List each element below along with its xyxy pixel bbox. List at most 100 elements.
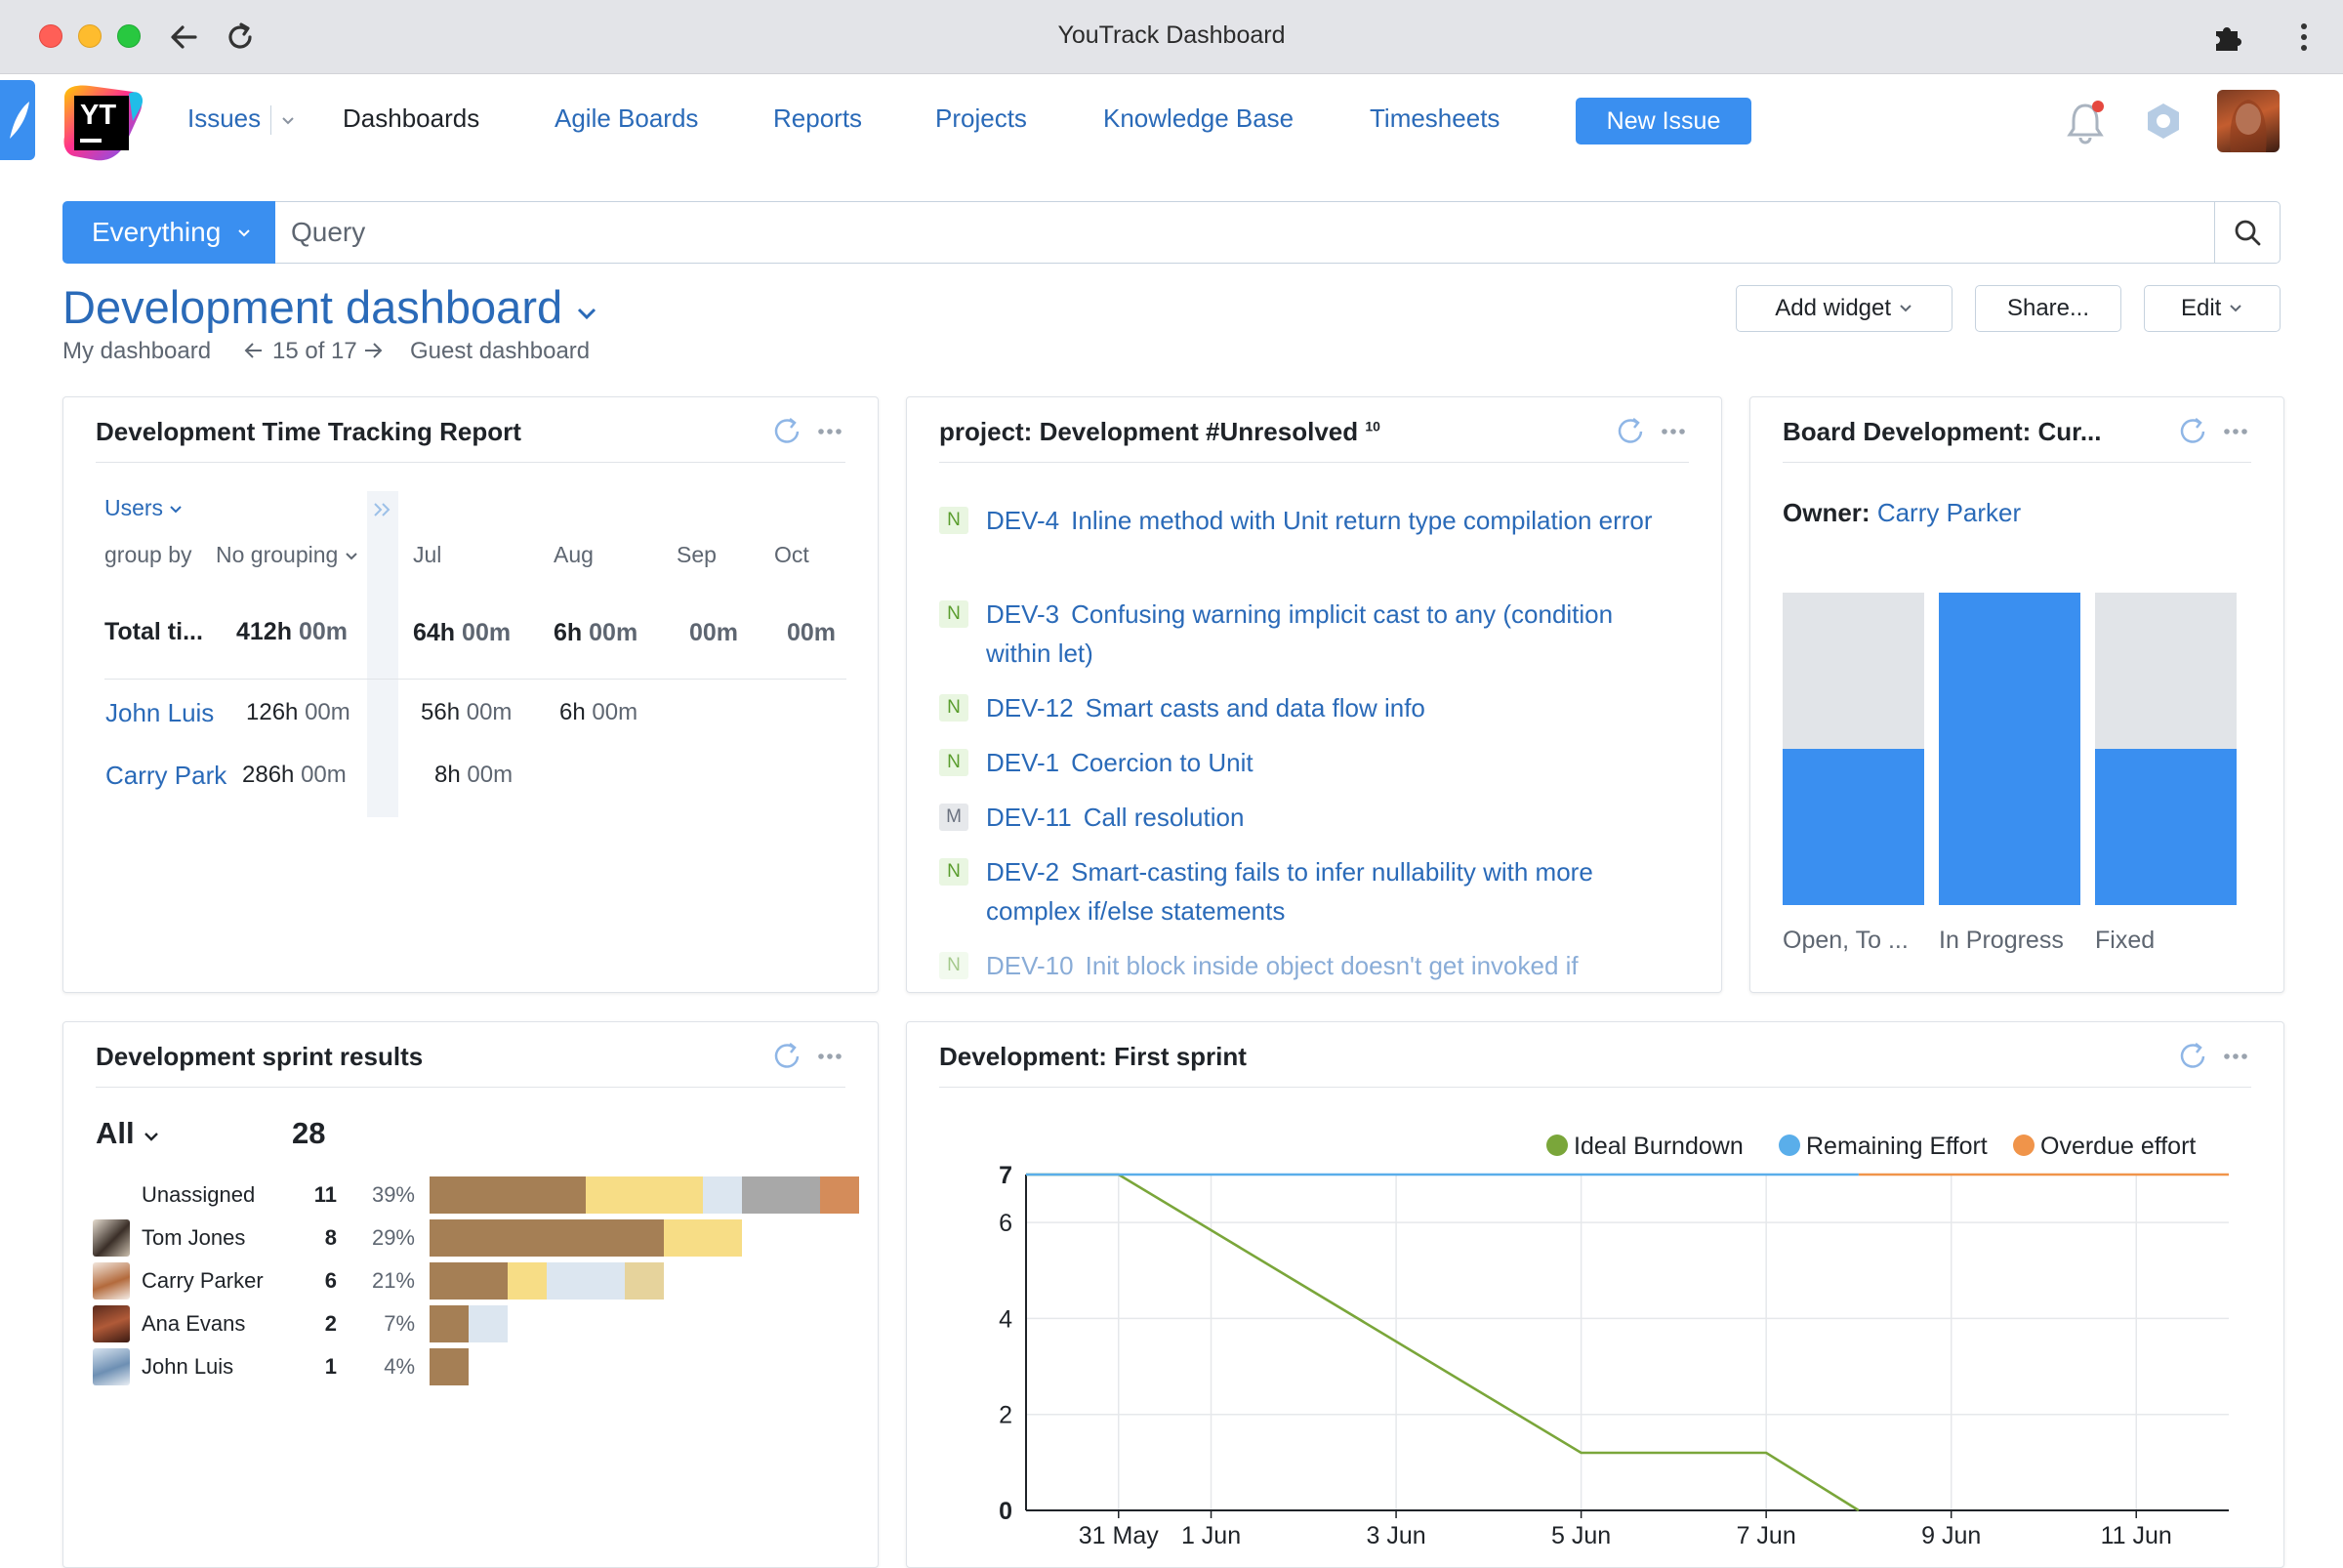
my-dashboard-link[interactable]: My dashboard bbox=[62, 338, 212, 364]
legend-label[interactable]: Ideal Burndown bbox=[1574, 1133, 1744, 1160]
owner-link[interactable]: Carry Parker bbox=[1876, 498, 2022, 527]
share-button[interactable]: Share... bbox=[1975, 285, 2121, 332]
issue-percent: 39% bbox=[371, 1182, 415, 1207]
owner-label: Owner: bbox=[1783, 498, 1870, 527]
refresh-icon[interactable] bbox=[2180, 1043, 2205, 1068]
notification-dot bbox=[2092, 101, 2104, 112]
dashboard-title[interactable]: Development dashboard bbox=[62, 280, 598, 334]
issue-item[interactable]: N DEV-1 Coercion to Unit bbox=[939, 743, 1681, 782]
refresh-icon[interactable] bbox=[2180, 418, 2205, 443]
bar-segment[interactable] bbox=[430, 1262, 508, 1300]
sprint-result-row[interactable]: Tom Jones 8 29% bbox=[93, 1217, 854, 1257]
bar-segment[interactable] bbox=[820, 1176, 859, 1214]
more-options-icon[interactable] bbox=[818, 429, 842, 434]
priority-badge: M bbox=[939, 804, 968, 831]
nav-reports[interactable]: Reports bbox=[773, 103, 863, 133]
month-label: Aug bbox=[554, 542, 594, 567]
widget-divider bbox=[96, 462, 845, 463]
prev-arrow-icon[interactable] bbox=[242, 340, 266, 361]
legend-label[interactable]: Remaining Effort bbox=[1806, 1133, 1988, 1160]
nav-dashboards[interactable]: Dashboards bbox=[343, 103, 480, 133]
close-window-button[interactable] bbox=[39, 24, 62, 48]
sprint-result-row[interactable]: Carry Parker 6 21% bbox=[93, 1260, 854, 1300]
widget-time-tracking: Development Time Tracking Report Users g… bbox=[62, 396, 879, 993]
refresh-icon[interactable] bbox=[774, 1043, 800, 1068]
youtrack-logo[interactable]: YT bbox=[61, 82, 144, 164]
group-by-select[interactable]: No grouping bbox=[216, 542, 358, 568]
more-options-icon[interactable] bbox=[818, 1053, 842, 1059]
bar-segment[interactable] bbox=[742, 1176, 820, 1214]
reload-icon[interactable] bbox=[223, 20, 258, 55]
chevron-down-icon[interactable] bbox=[280, 113, 296, 129]
issue-item[interactable]: N DEV-10 Init block inside object doesn't… bbox=[939, 946, 1681, 985]
group-by-value: No grouping bbox=[216, 542, 339, 567]
logo-graphic bbox=[63, 85, 144, 161]
issue-item[interactable]: N DEV-2 Smart-casting fails to infer null… bbox=[939, 852, 1681, 930]
column-label: Open, To ... bbox=[1783, 927, 1909, 954]
board-column[interactable] bbox=[2095, 593, 2237, 905]
minutes: 00m bbox=[592, 699, 638, 725]
avatar-portrait bbox=[2230, 100, 2267, 152]
bar-segment[interactable] bbox=[508, 1262, 547, 1300]
filter-dropdown[interactable]: All bbox=[96, 1116, 160, 1151]
issue-summary: Confusing warning implicit cast to any (… bbox=[986, 599, 1614, 668]
bar-segment[interactable] bbox=[547, 1262, 625, 1300]
more-options-icon[interactable] bbox=[2224, 1053, 2247, 1059]
bar-segment[interactable] bbox=[430, 1348, 469, 1385]
back-arrow-icon[interactable] bbox=[166, 20, 201, 55]
user-avatar[interactable] bbox=[2217, 90, 2280, 152]
issue-count: 2 bbox=[324, 1311, 337, 1336]
bar-segment[interactable] bbox=[664, 1219, 742, 1257]
bar-segment[interactable] bbox=[625, 1262, 664, 1300]
nav-projects[interactable]: Projects bbox=[935, 103, 1027, 133]
timeline-scroll-strip[interactable] bbox=[367, 491, 398, 817]
edit-button[interactable]: Edit bbox=[2144, 285, 2281, 332]
guest-dashboard-link[interactable]: Guest dashboard bbox=[410, 338, 591, 364]
board-column[interactable] bbox=[1783, 593, 1924, 905]
bar-segment[interactable] bbox=[586, 1176, 703, 1214]
nav-agile-boards[interactable]: Agile Boards bbox=[555, 103, 699, 133]
more-options-icon[interactable] bbox=[1662, 429, 1685, 434]
double-chevron-right-icon[interactable] bbox=[371, 499, 394, 520]
refresh-icon[interactable] bbox=[1618, 418, 1643, 443]
sprint-result-row[interactable]: Ana Evans 2 7% bbox=[93, 1303, 854, 1342]
issue-item[interactable]: N DEV-3 Confusing warning implicit cast t… bbox=[939, 595, 1681, 673]
refresh-icon[interactable] bbox=[774, 418, 800, 443]
settings-hexagon-icon[interactable] bbox=[2144, 102, 2183, 141]
minimize-window-button[interactable] bbox=[78, 24, 102, 48]
user-link[interactable]: John Luis bbox=[105, 698, 215, 727]
issue-text: DEV-10 Init block inside object doesn't g… bbox=[986, 946, 1681, 985]
next-arrow-icon[interactable] bbox=[361, 340, 385, 361]
issue-item[interactable]: N DEV-4 Inline method with Unit return ty… bbox=[939, 501, 1681, 540]
add-widget-button[interactable]: Add widget bbox=[1736, 285, 1952, 332]
nav-knowledge-base[interactable]: Knowledge Base bbox=[1103, 103, 1295, 133]
sprint-result-row[interactable]: Unassigned 11 39% bbox=[93, 1175, 859, 1214]
search-scope-button[interactable]: Everything bbox=[62, 201, 275, 264]
bar-segment[interactable] bbox=[430, 1305, 469, 1342]
minutes: 00m bbox=[301, 762, 347, 788]
more-options-icon[interactable] bbox=[2224, 429, 2247, 434]
search-input[interactable]: Query bbox=[275, 201, 2215, 264]
sprint-result-row[interactable]: John Luis 1 4% bbox=[93, 1346, 854, 1385]
issue-item[interactable]: N DEV-12 Smart casts and data flow info bbox=[939, 688, 1681, 727]
extensions-puzzle-icon[interactable] bbox=[2210, 20, 2245, 55]
legend-label[interactable]: Overdue effort bbox=[2040, 1133, 2196, 1160]
bar-segment[interactable] bbox=[703, 1176, 742, 1214]
bar-segment[interactable] bbox=[430, 1176, 586, 1214]
notification-bell-icon[interactable] bbox=[2066, 100, 2105, 144]
bar-segment[interactable] bbox=[430, 1219, 664, 1257]
nav-timesheets[interactable]: Timesheets bbox=[1370, 103, 1500, 133]
more-menu-icon[interactable] bbox=[2292, 20, 2316, 55]
user-link[interactable]: Carry Park bbox=[105, 761, 227, 790]
new-issue-button[interactable]: New Issue bbox=[1576, 98, 1751, 144]
users-filter[interactable]: Users bbox=[104, 495, 183, 521]
bar-segment[interactable] bbox=[469, 1305, 508, 1342]
nav-issues[interactable]: Issues bbox=[187, 103, 262, 133]
priority-badge: N bbox=[939, 600, 968, 628]
board-column[interactable] bbox=[1939, 593, 2080, 905]
side-feedback-tab[interactable] bbox=[0, 80, 35, 160]
issue-item[interactable]: M DEV-11 Call resolution bbox=[939, 798, 1681, 837]
zoom-window-button[interactable] bbox=[117, 24, 141, 48]
search-button[interactable] bbox=[2214, 201, 2281, 264]
issue-count: 6 bbox=[324, 1268, 337, 1293]
